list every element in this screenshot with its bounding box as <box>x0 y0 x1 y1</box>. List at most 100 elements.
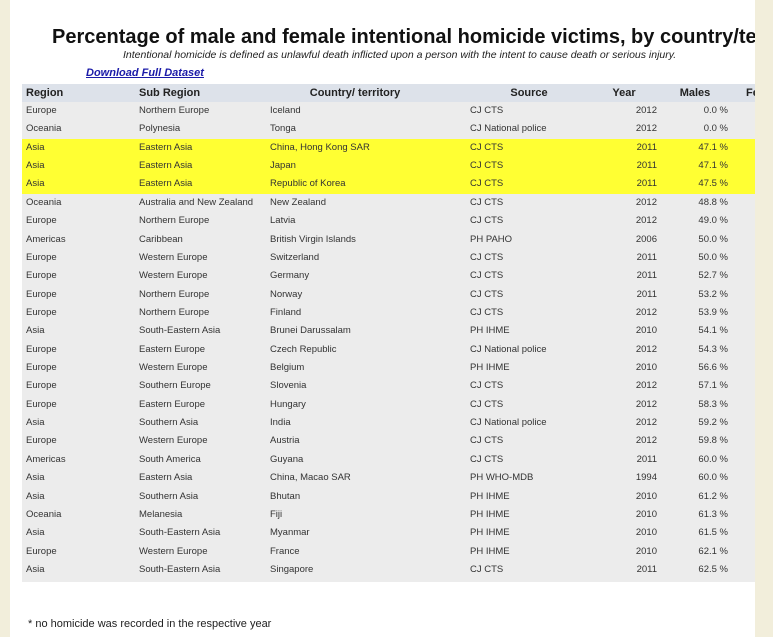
table-cell: Eastern Asia <box>139 472 193 484</box>
table: Region Sub Region Country/ territory Source… <box>22 84 755 582</box>
table-cell: PH IHME <box>470 362 510 374</box>
table-cell: Europe <box>26 251 57 263</box>
table-cell: 54.1 % <box>698 325 728 337</box>
table-cell: Europe <box>26 105 57 116</box>
table-cell: Japan <box>270 160 296 172</box>
table-cell: Europe <box>26 545 57 557</box>
table-cell: Czech Republic <box>270 343 337 355</box>
table-cell: 2012 <box>635 380 657 392</box>
table-cell: 56.6 % <box>698 362 728 374</box>
table-cell: Republic of Korea <box>270 178 346 190</box>
table-cell: 2010 <box>635 490 657 502</box>
table-cell: 61.2 % <box>698 490 728 502</box>
table-cell: 60.0 % <box>698 453 728 465</box>
table-cell: France <box>270 545 300 557</box>
table-cell: 0.0 % <box>703 105 728 116</box>
table-cell: South-Eastern Asia <box>139 564 221 575</box>
table-cell: Europe <box>26 398 57 410</box>
table-cell: Eastern Asia <box>139 141 193 153</box>
table-cell: 48.8 % <box>698 196 728 208</box>
table-cell: 59.2 % <box>698 417 728 429</box>
table-cell: 54.3 % <box>698 343 728 355</box>
table-cell: CJ National police <box>470 123 547 135</box>
table-cell: CJ National police <box>470 417 547 429</box>
table-cell: CJ CTS <box>470 178 504 190</box>
table-cell: Europe <box>26 270 57 282</box>
table-cell: 2012 <box>635 435 657 447</box>
table-cell: 2012 <box>635 306 657 318</box>
table-cell: Europe <box>26 362 57 374</box>
table-cell: 2012 <box>635 123 657 135</box>
table-cell: New Zealand <box>270 196 326 208</box>
table-cell: 62.1 % <box>698 545 728 557</box>
table-cell: Oceania <box>26 123 62 135</box>
table-cell: 47.1 % <box>698 160 728 172</box>
table-cell: CJ CTS <box>470 453 504 465</box>
table-cell: CJ CTS <box>470 196 504 208</box>
table-cell: 2011 <box>636 251 657 263</box>
table-header <box>22 84 755 102</box>
table-cell: 62.5 % <box>698 564 728 575</box>
table-cell: CJ CTS <box>470 270 504 282</box>
table-cell: 2011 <box>636 141 657 153</box>
row-highlight <box>22 157 755 176</box>
table-cell: 2010 <box>635 508 657 520</box>
table-cell: Tonga <box>270 123 296 135</box>
table-cell: 52.7 % <box>698 270 728 282</box>
footnote: * no homicide was recorded in the respec… <box>28 618 272 630</box>
column-header: Sub Region <box>139 87 201 99</box>
table-cell: South-Eastern Asia <box>139 325 221 337</box>
table-cell: PH IHME <box>470 490 510 502</box>
panel: Percentage of male and female intentiona… <box>10 0 755 637</box>
table-cell: 57.1 % <box>698 380 728 392</box>
table-cell: CJ CTS <box>470 435 504 447</box>
table-cell: Finland <box>270 306 302 318</box>
table-cell: Caribbean <box>139 233 183 245</box>
table-cell: 60.0 % <box>698 472 728 484</box>
table-cell: Belgium <box>270 362 305 374</box>
table-cell: 2010 <box>635 325 657 337</box>
table-cell: 2012 <box>635 215 657 227</box>
table-cell: Asia <box>26 490 45 502</box>
table-cell: China, Macao SAR <box>270 472 351 484</box>
table-cell: Europe <box>26 288 57 300</box>
table-cell: Southern Asia <box>139 417 199 429</box>
table-cell: Hungary <box>270 398 306 410</box>
table-cell: Iceland <box>270 105 301 116</box>
row-highlight <box>22 138 755 158</box>
table-cell: 49.0 % <box>698 215 728 227</box>
table-cell: Europe <box>26 343 57 355</box>
table-cell: Americas <box>26 233 66 245</box>
table-cell: Southern Europe <box>139 380 211 392</box>
table-cell: 1994 <box>635 472 657 484</box>
table-cell: Europe <box>26 435 57 447</box>
table-cell: Europe <box>26 215 57 227</box>
table-cell: British Virgin Islands <box>270 233 356 245</box>
table-cell: 2010 <box>635 527 657 539</box>
table-cell: CJ CTS <box>470 398 504 410</box>
table-cell: Asia <box>26 472 45 484</box>
row-highlight <box>22 175 755 194</box>
table-cell: Western Europe <box>139 362 208 374</box>
table-cell: South America <box>139 453 201 465</box>
table-cell: 53.2 % <box>698 288 728 300</box>
download-link[interactable]: Download Full Dataset <box>86 67 204 79</box>
table-cell: Asia <box>26 527 45 539</box>
table-cell: Eastern Europe <box>139 343 206 355</box>
table-cell: Asia <box>26 160 45 172</box>
table-cell: Europe <box>26 306 57 318</box>
table-cell: 2012 <box>635 196 657 208</box>
table-cell: Latvia <box>270 215 296 227</box>
table-cell: Fiji <box>270 508 283 520</box>
table-cell: Melanesia <box>139 508 183 520</box>
table-cell: 2012 <box>635 398 657 410</box>
table-cell: PH IHME <box>470 508 510 520</box>
table-cell: 2011 <box>636 564 657 575</box>
table-cell: 61.5 % <box>698 527 728 539</box>
table-cell: 2011 <box>636 288 657 300</box>
table-cell: 2012 <box>635 105 657 116</box>
table-cell: CJ CTS <box>470 105 504 116</box>
table-cell: Western Europe <box>139 545 208 557</box>
table-cell: Eastern Asia <box>139 160 193 172</box>
